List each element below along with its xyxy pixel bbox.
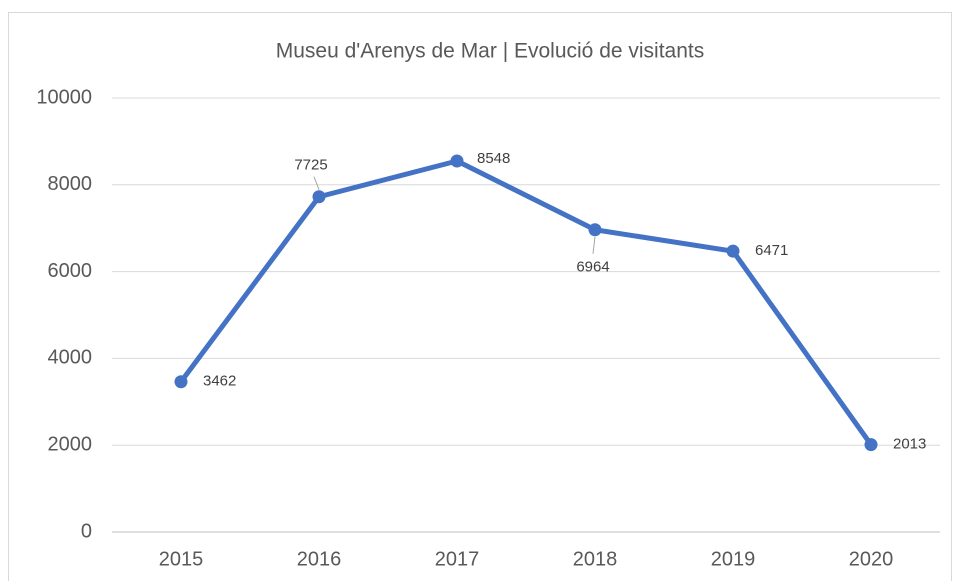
chart-border — [8, 12, 952, 581]
data-point — [174, 375, 188, 389]
leader-line — [313, 176, 320, 190]
x-tick-label: 2016 — [297, 548, 342, 570]
y-tick-label: 6000 — [48, 260, 93, 282]
x-tick-label: 2020 — [849, 548, 894, 570]
data-label: 7725 — [294, 157, 327, 174]
y-tick-label: 2000 — [48, 433, 93, 455]
data-label: 6471 — [755, 242, 788, 259]
y-tick-label: 0 — [81, 520, 92, 542]
data-label: 3462 — [203, 373, 236, 390]
y-tick-label: 8000 — [48, 173, 93, 195]
data-label: 2013 — [893, 436, 926, 453]
x-tick-label: 2017 — [435, 548, 480, 570]
data-point — [588, 223, 602, 237]
y-tick-label: 4000 — [48, 347, 93, 369]
y-tick-label: 10000 — [36, 86, 92, 108]
data-label: 6964 — [576, 259, 609, 276]
chart-title: Museu d'Arenys de Mar | Evolució de visi… — [276, 40, 705, 63]
data-point — [726, 244, 740, 258]
x-tick-label: 2018 — [573, 548, 618, 570]
data-point — [450, 154, 464, 168]
x-tick-label: 2019 — [711, 548, 756, 570]
x-tick-label: 2015 — [159, 548, 204, 570]
data-point — [312, 190, 326, 204]
leader-line — [592, 236, 596, 254]
data-label: 8548 — [477, 150, 510, 167]
data-point — [864, 438, 878, 452]
series-line — [178, 158, 874, 447]
